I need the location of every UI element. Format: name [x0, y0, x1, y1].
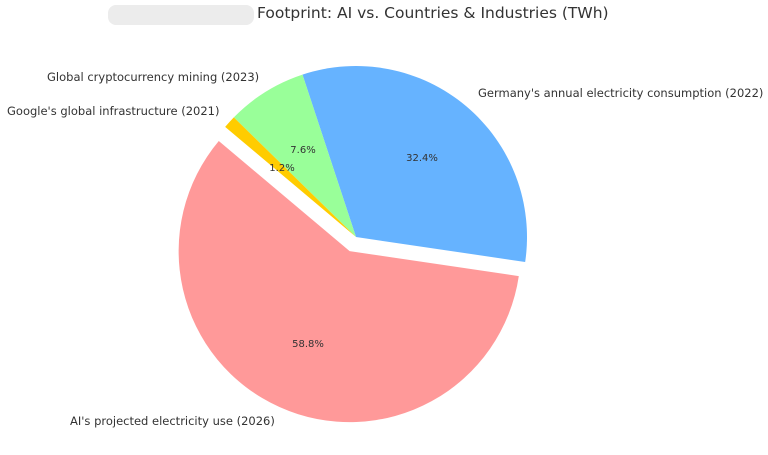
redacted-title-prefix [108, 5, 254, 25]
pct-google: 1.2% [269, 163, 294, 174]
pie-labels: Germany's annual electricity consumption… [7, 70, 763, 428]
pct-germany: 32.4% [406, 153, 438, 164]
pie-slices [178, 65, 527, 423]
slice-germany [302, 65, 527, 262]
slice-crypto [233, 74, 356, 237]
pct-ai: 58.8% [292, 339, 324, 350]
label-google: Google's global infrastructure (2021) [7, 104, 219, 118]
slice-ai [178, 141, 519, 423]
label-germany: Germany's annual electricity consumption… [478, 86, 763, 100]
label-ai: AI's projected electricity use (2026) [70, 414, 275, 428]
chart-title: Footprint: AI vs. Countries & Industries… [257, 4, 609, 22]
slice-google [225, 117, 356, 237]
label-crypto: Global cryptocurrency mining (2023) [47, 70, 259, 84]
pct-crypto: 7.6% [290, 145, 315, 156]
